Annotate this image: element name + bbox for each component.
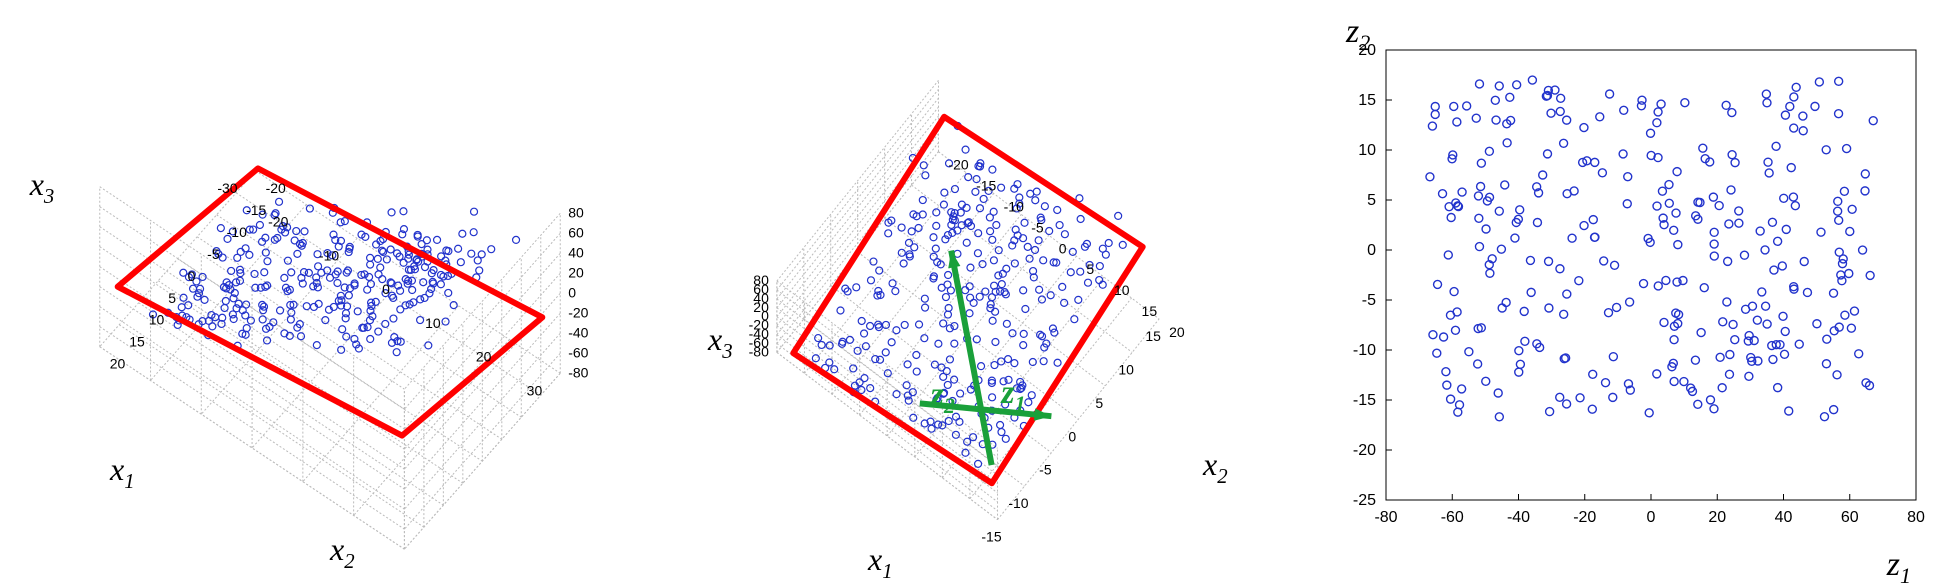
svg-text:-40: -40 [568,324,588,340]
svg-text:15: 15 [1145,328,1161,344]
svg-text:-20: -20 [1573,509,1596,526]
svg-text:x2: x2 [329,531,355,573]
svg-text:-10: -10 [319,247,339,263]
svg-text:10: 10 [1358,142,1376,159]
svg-text:x1: x1 [109,451,135,493]
svg-text:5: 5 [168,290,176,306]
svg-text:60: 60 [568,224,584,240]
svg-text:0: 0 [1068,428,1076,444]
plot-2d-C: -80 -60 -40 -20 0 20 40 60 80 -25 -20 -15 -10 -5 0 5 10 1… [1296,0,1946,586]
svg-text:15: 15 [129,334,145,350]
svg-text:10: 10 [149,312,165,328]
svg-text:0: 0 [1647,509,1656,526]
panel-C-2d-projection: -80 -60 -40 -20 0 20 40 60 80 -25 -20 -15 -10 -5 0 5 10 1… [1296,0,1946,586]
svg-text:-20: -20 [948,157,968,173]
svg-text:-10: -10 [227,224,247,240]
svg-text:10: 10 [1118,361,1134,377]
panel-A-3d-original: -30-20-100102030-20-15-10-505101520-80-6… [0,0,648,586]
svg-text:-20: -20 [568,304,588,320]
svg-text:-25: -25 [1353,492,1376,509]
svg-text:-5: -5 [1039,462,1052,478]
svg-text:-15: -15 [246,202,266,218]
svg-text:-40: -40 [1507,509,1530,526]
svg-text:5: 5 [1095,395,1103,411]
svg-text:0: 0 [382,281,390,297]
svg-text:-10: -10 [1353,342,1376,359]
svg-text:-20: -20 [268,214,288,230]
svg-text:0: 0 [568,284,576,300]
plot-3d-B: z1z2151050-5-10-1520151050-5-10-15-20-80… [648,0,1296,586]
svg-text:-15: -15 [981,529,1001,545]
svg-text:40: 40 [1775,509,1793,526]
svg-text:-10: -10 [1008,495,1028,511]
svg-text:-5: -5 [1031,219,1044,235]
svg-text:20: 20 [568,264,584,280]
svg-text:z2: z2 [1345,13,1370,55]
svg-text:0: 0 [1059,240,1067,256]
svg-text:20: 20 [476,349,492,365]
svg-text:60: 60 [1841,509,1859,526]
svg-text:x1: x1 [867,541,893,583]
svg-text:-15: -15 [976,178,996,194]
svg-text:x3: x3 [707,321,733,363]
plot-3d-A: -30-20-100102030-20-15-10-505101520-80-6… [0,0,648,586]
svg-text:-15: -15 [1353,392,1376,409]
svg-text:80: 80 [753,272,769,288]
svg-text:20: 20 [1708,509,1726,526]
svg-text:30: 30 [527,382,543,398]
svg-text:0: 0 [188,268,196,284]
svg-text:80: 80 [568,204,584,220]
svg-text:-30: -30 [217,180,237,196]
svg-text:z1: z1 [1000,374,1025,416]
svg-text:20: 20 [1169,324,1185,340]
svg-text:20: 20 [110,356,126,372]
svg-text:z1: z1 [1886,546,1911,586]
svg-text:-80: -80 [1374,509,1397,526]
svg-text:x3: x3 [29,166,55,208]
svg-text:-20: -20 [266,180,286,196]
svg-text:15: 15 [1358,92,1376,109]
svg-text:0: 0 [1367,242,1376,259]
svg-text:-10: -10 [1004,198,1024,214]
svg-text:-80: -80 [568,364,588,380]
svg-text:-60: -60 [1441,509,1464,526]
svg-text:-60: -60 [568,344,588,360]
svg-text:x2: x2 [1202,446,1228,488]
svg-text:40: 40 [568,244,584,260]
svg-text:10: 10 [1114,282,1130,298]
svg-text:10: 10 [425,315,441,331]
svg-text:-5: -5 [1362,292,1376,309]
svg-text:5: 5 [1367,192,1376,209]
svg-text:15: 15 [1142,303,1158,319]
panel-B-3d-rotated: z1z2151050-5-10-1520151050-5-10-15-20-80… [648,0,1296,586]
pca-figure: -30-20-100102030-20-15-10-505101520-80-6… [0,0,1946,586]
svg-text:-20: -20 [1353,442,1376,459]
svg-text:80: 80 [1907,509,1925,526]
svg-text:-5: -5 [207,246,220,262]
svg-text:5: 5 [1086,261,1094,277]
